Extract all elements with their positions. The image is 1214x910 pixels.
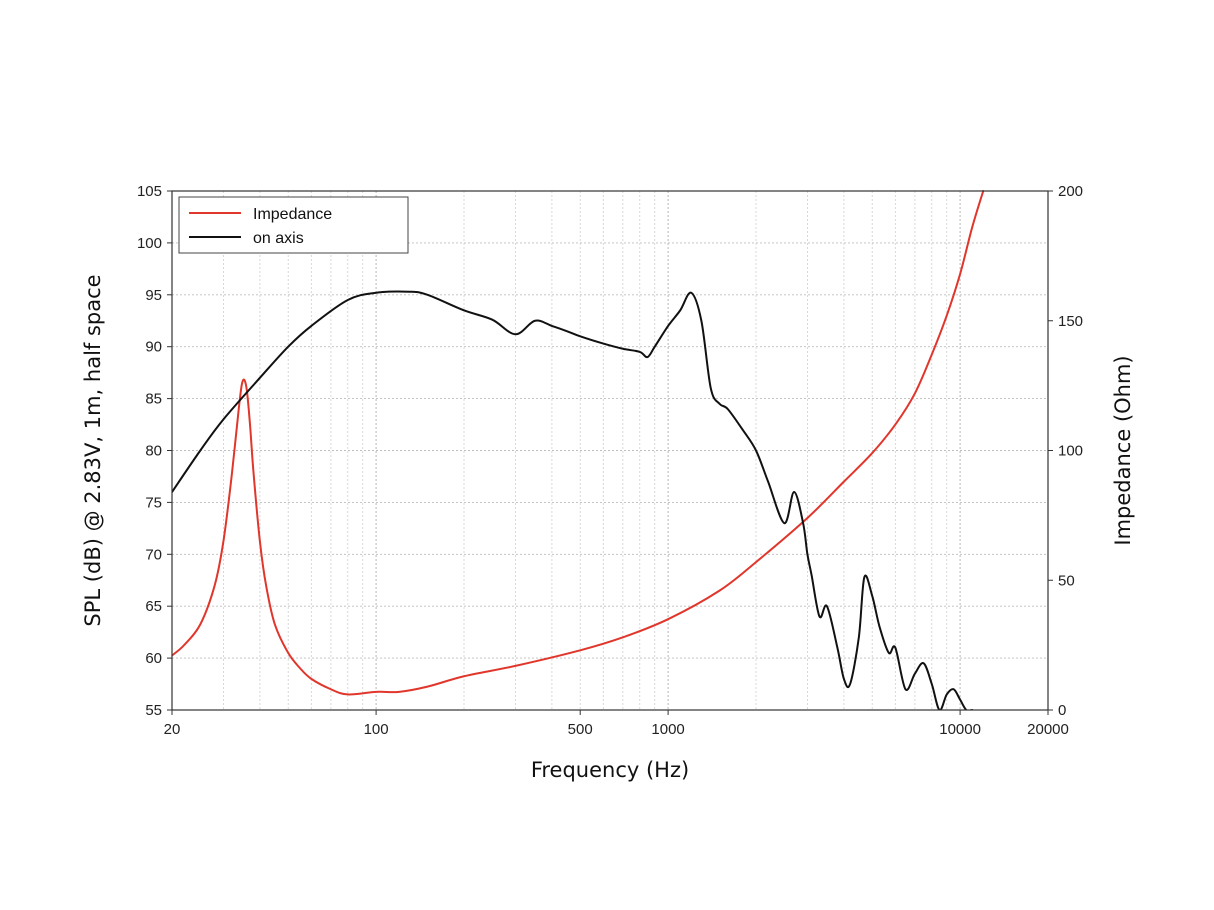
x-tick-label: 20000	[1027, 721, 1069, 738]
y-tick-label: 95	[145, 287, 162, 304]
y-tick-label: 80	[145, 443, 162, 460]
legend-box	[178, 196, 409, 254]
y2-tick-label: 200	[1058, 183, 1083, 200]
legend: Impedance on axis	[178, 196, 409, 254]
x-tick-label: 1000	[651, 721, 684, 738]
grid	[172, 191, 1048, 710]
y-axis-title: SPL (dB) @ 2.83V, 1m, half space	[81, 274, 105, 626]
y-tick-label: 75	[145, 494, 162, 511]
series-line-impedance	[172, 190, 985, 696]
ticks: 55 60 65 70 75 80 85 90 95 100 105 0 50 100 150 200 20 10…	[137, 183, 1083, 738]
y-tick-label: 70	[145, 546, 162, 563]
y2-axis-title: Impedance (Ohm)	[1111, 355, 1135, 545]
y2-tick-label: 0	[1058, 702, 1066, 719]
y2-tick-label: 150	[1058, 313, 1083, 330]
x-axis-title: Frequency (Hz)	[531, 758, 689, 782]
y2-tick-label: 50	[1058, 572, 1075, 589]
y-tick-label: 100	[137, 235, 162, 252]
series-layer	[172, 190, 985, 710]
x-tick-label: 10000	[939, 721, 981, 738]
y-tick-label: 60	[145, 650, 162, 667]
y-tick-label: 65	[145, 598, 162, 615]
y-tick-label: 90	[145, 339, 162, 356]
x-tick-label: 20	[164, 721, 181, 738]
y-tick-label: 55	[145, 702, 162, 719]
y2-tick-label: 100	[1058, 443, 1083, 460]
series-line-on-axis	[172, 290, 974, 710]
x-tick-label: 500	[568, 721, 593, 738]
legend-label-impedance: Impedance	[253, 206, 332, 223]
y-tick-label: 105	[137, 183, 162, 200]
x-tick-label: 100	[364, 721, 389, 738]
legend-label-on-axis: on axis	[253, 230, 304, 247]
y-tick-label: 85	[145, 391, 162, 408]
